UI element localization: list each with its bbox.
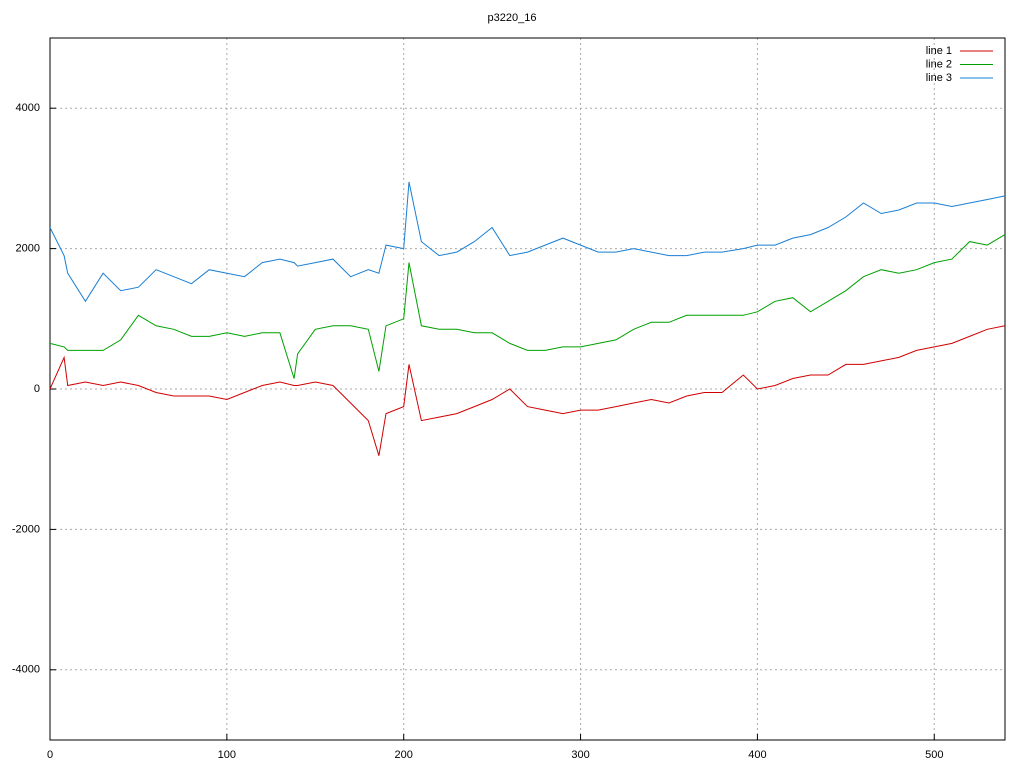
chart-title: p3220_16 xyxy=(488,12,537,24)
x-tick-label: 300 xyxy=(571,749,589,761)
x-tick-label: 400 xyxy=(748,749,766,761)
y-tick-label: 2000 xyxy=(16,243,40,255)
x-tick-label: 200 xyxy=(395,749,413,761)
y-tick-label: -2000 xyxy=(12,523,40,535)
x-tick-label: 500 xyxy=(925,749,943,761)
data-line xyxy=(49,234,1006,379)
x-tick-label: 0 xyxy=(47,749,53,761)
legend-label: line 2 xyxy=(926,58,952,70)
y-tick-label: -4000 xyxy=(12,664,40,676)
y-tick-label: 4000 xyxy=(16,102,40,114)
x-tick-label: 100 xyxy=(218,749,236,761)
legend-label: line 3 xyxy=(926,72,952,84)
data-line xyxy=(49,181,1006,303)
y-tick-label: 0 xyxy=(34,383,40,395)
data-line xyxy=(49,325,1006,456)
legend-label: line 1 xyxy=(926,45,952,57)
